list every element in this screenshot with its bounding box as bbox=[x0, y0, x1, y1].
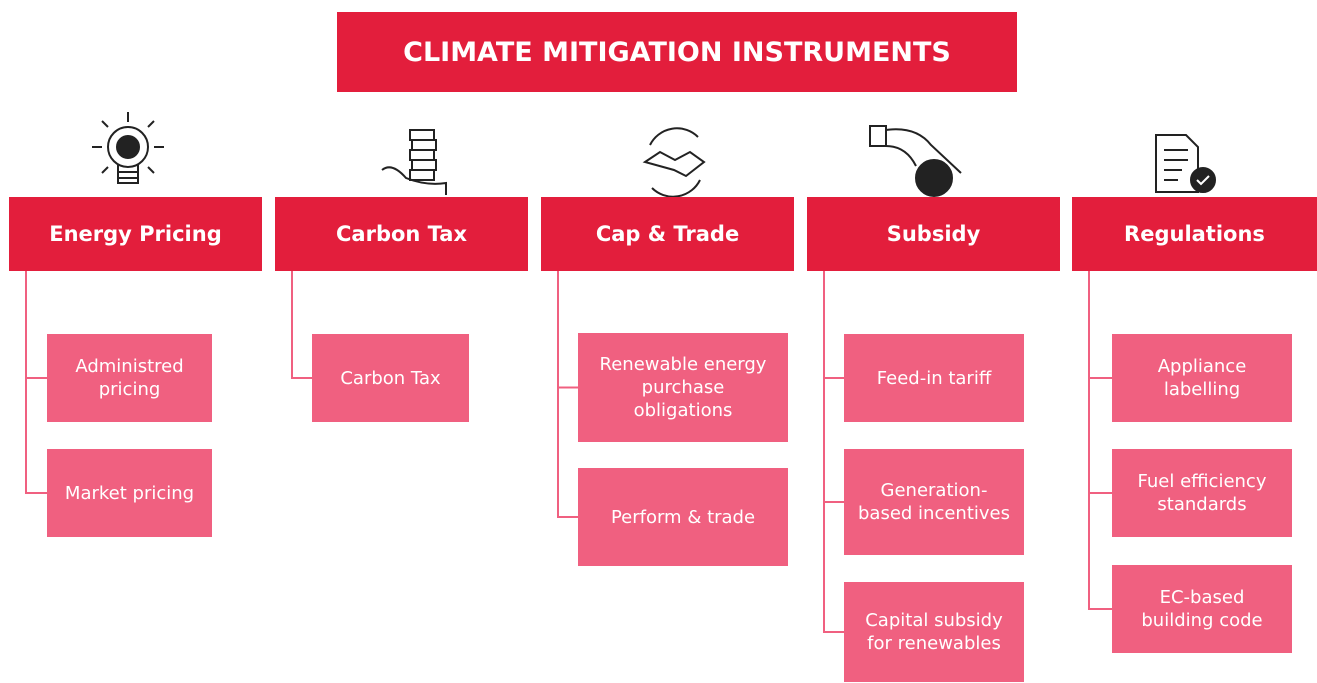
column-header: Cap & Trade bbox=[541, 197, 794, 271]
item-box: Carbon Tax bbox=[312, 334, 469, 422]
item-box: Generation-based incentives bbox=[844, 449, 1024, 555]
handshake-icon bbox=[642, 127, 706, 198]
item-box: Renewable energy purchase obligations bbox=[578, 333, 788, 442]
item-box: Fuel efficiency standards bbox=[1112, 449, 1292, 537]
item-box: Capital subsidy for renewables bbox=[844, 582, 1024, 682]
title: CLIMATE MITIGATION INSTRUMENTS bbox=[337, 12, 1017, 92]
coins-icon bbox=[381, 129, 447, 195]
bulb-icon bbox=[92, 112, 164, 184]
item-box: Feed-in tariff bbox=[844, 334, 1024, 422]
item-box: Perform & trade bbox=[578, 468, 788, 566]
column-header: Subsidy bbox=[807, 197, 1060, 271]
item-box: EC-based building code bbox=[1112, 565, 1292, 653]
icons bbox=[92, 112, 1216, 198]
item-box: Market pricing bbox=[47, 449, 212, 537]
hand-coin-icon bbox=[869, 125, 962, 197]
item-box: Administred pricing bbox=[47, 334, 212, 422]
item-box: Appliance labelling bbox=[1112, 334, 1292, 422]
column-header: Carbon Tax bbox=[275, 197, 528, 271]
column-header: Energy Pricing bbox=[9, 197, 262, 271]
document-icon bbox=[1155, 134, 1216, 193]
connectors bbox=[25, 271, 1112, 633]
column-header: Regulations bbox=[1072, 197, 1317, 271]
